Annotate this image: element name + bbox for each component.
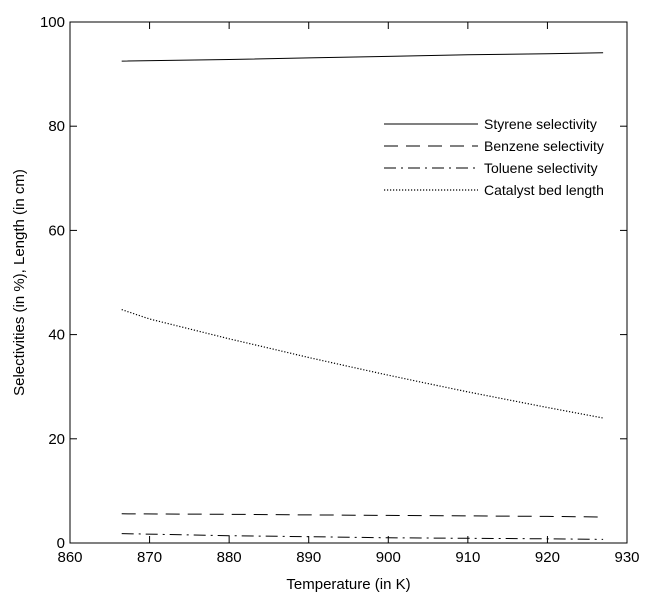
y-tick-label: 80 [48,118,65,135]
legend-label: Toluene selectivity [484,160,598,176]
y-axis-ticks: 0 20 40 60 80 100 [40,14,627,552]
series-layer [121,52,604,540]
x-tick-label: 890 [296,549,321,566]
legend-label: Styrene selectivity [484,116,597,132]
x-tick-label: 930 [614,549,639,566]
x-tick-label: 900 [376,549,401,566]
legend: Styrene selectivity Benzene selectivity To… [384,116,604,198]
x-tick-label: 880 [217,549,242,566]
y-tick-label: 20 [48,431,65,448]
y-tick-label: 60 [48,222,65,239]
x-axis-label: Temperature (in K) [286,576,410,593]
y-tick-label: 40 [48,327,65,344]
legend-label: Catalyst bed length [484,182,604,198]
y-tick-label: 0 [57,535,65,552]
x-tick-label: 920 [535,549,560,566]
series-line-toluene-selectivity [121,533,604,540]
plot-frame [69,21,628,544]
series-line-catalyst-bed-length [121,309,604,419]
legend-label: Benzene selectivity [484,138,604,154]
y-tick-label: 100 [40,14,65,31]
series-line-styrene-selectivity [121,52,604,62]
series-line-benzene-selectivity [121,513,604,518]
plot-border [69,21,628,544]
y-axis-label: Selectivities (in %), Length (in cm) [11,169,28,396]
x-tick-label: 910 [455,549,480,566]
x-axis-ticks: 860 870 880 890 900 910 920 930 [57,22,640,566]
x-tick-label: 870 [137,549,162,566]
x-tick-label: 860 [57,549,82,566]
